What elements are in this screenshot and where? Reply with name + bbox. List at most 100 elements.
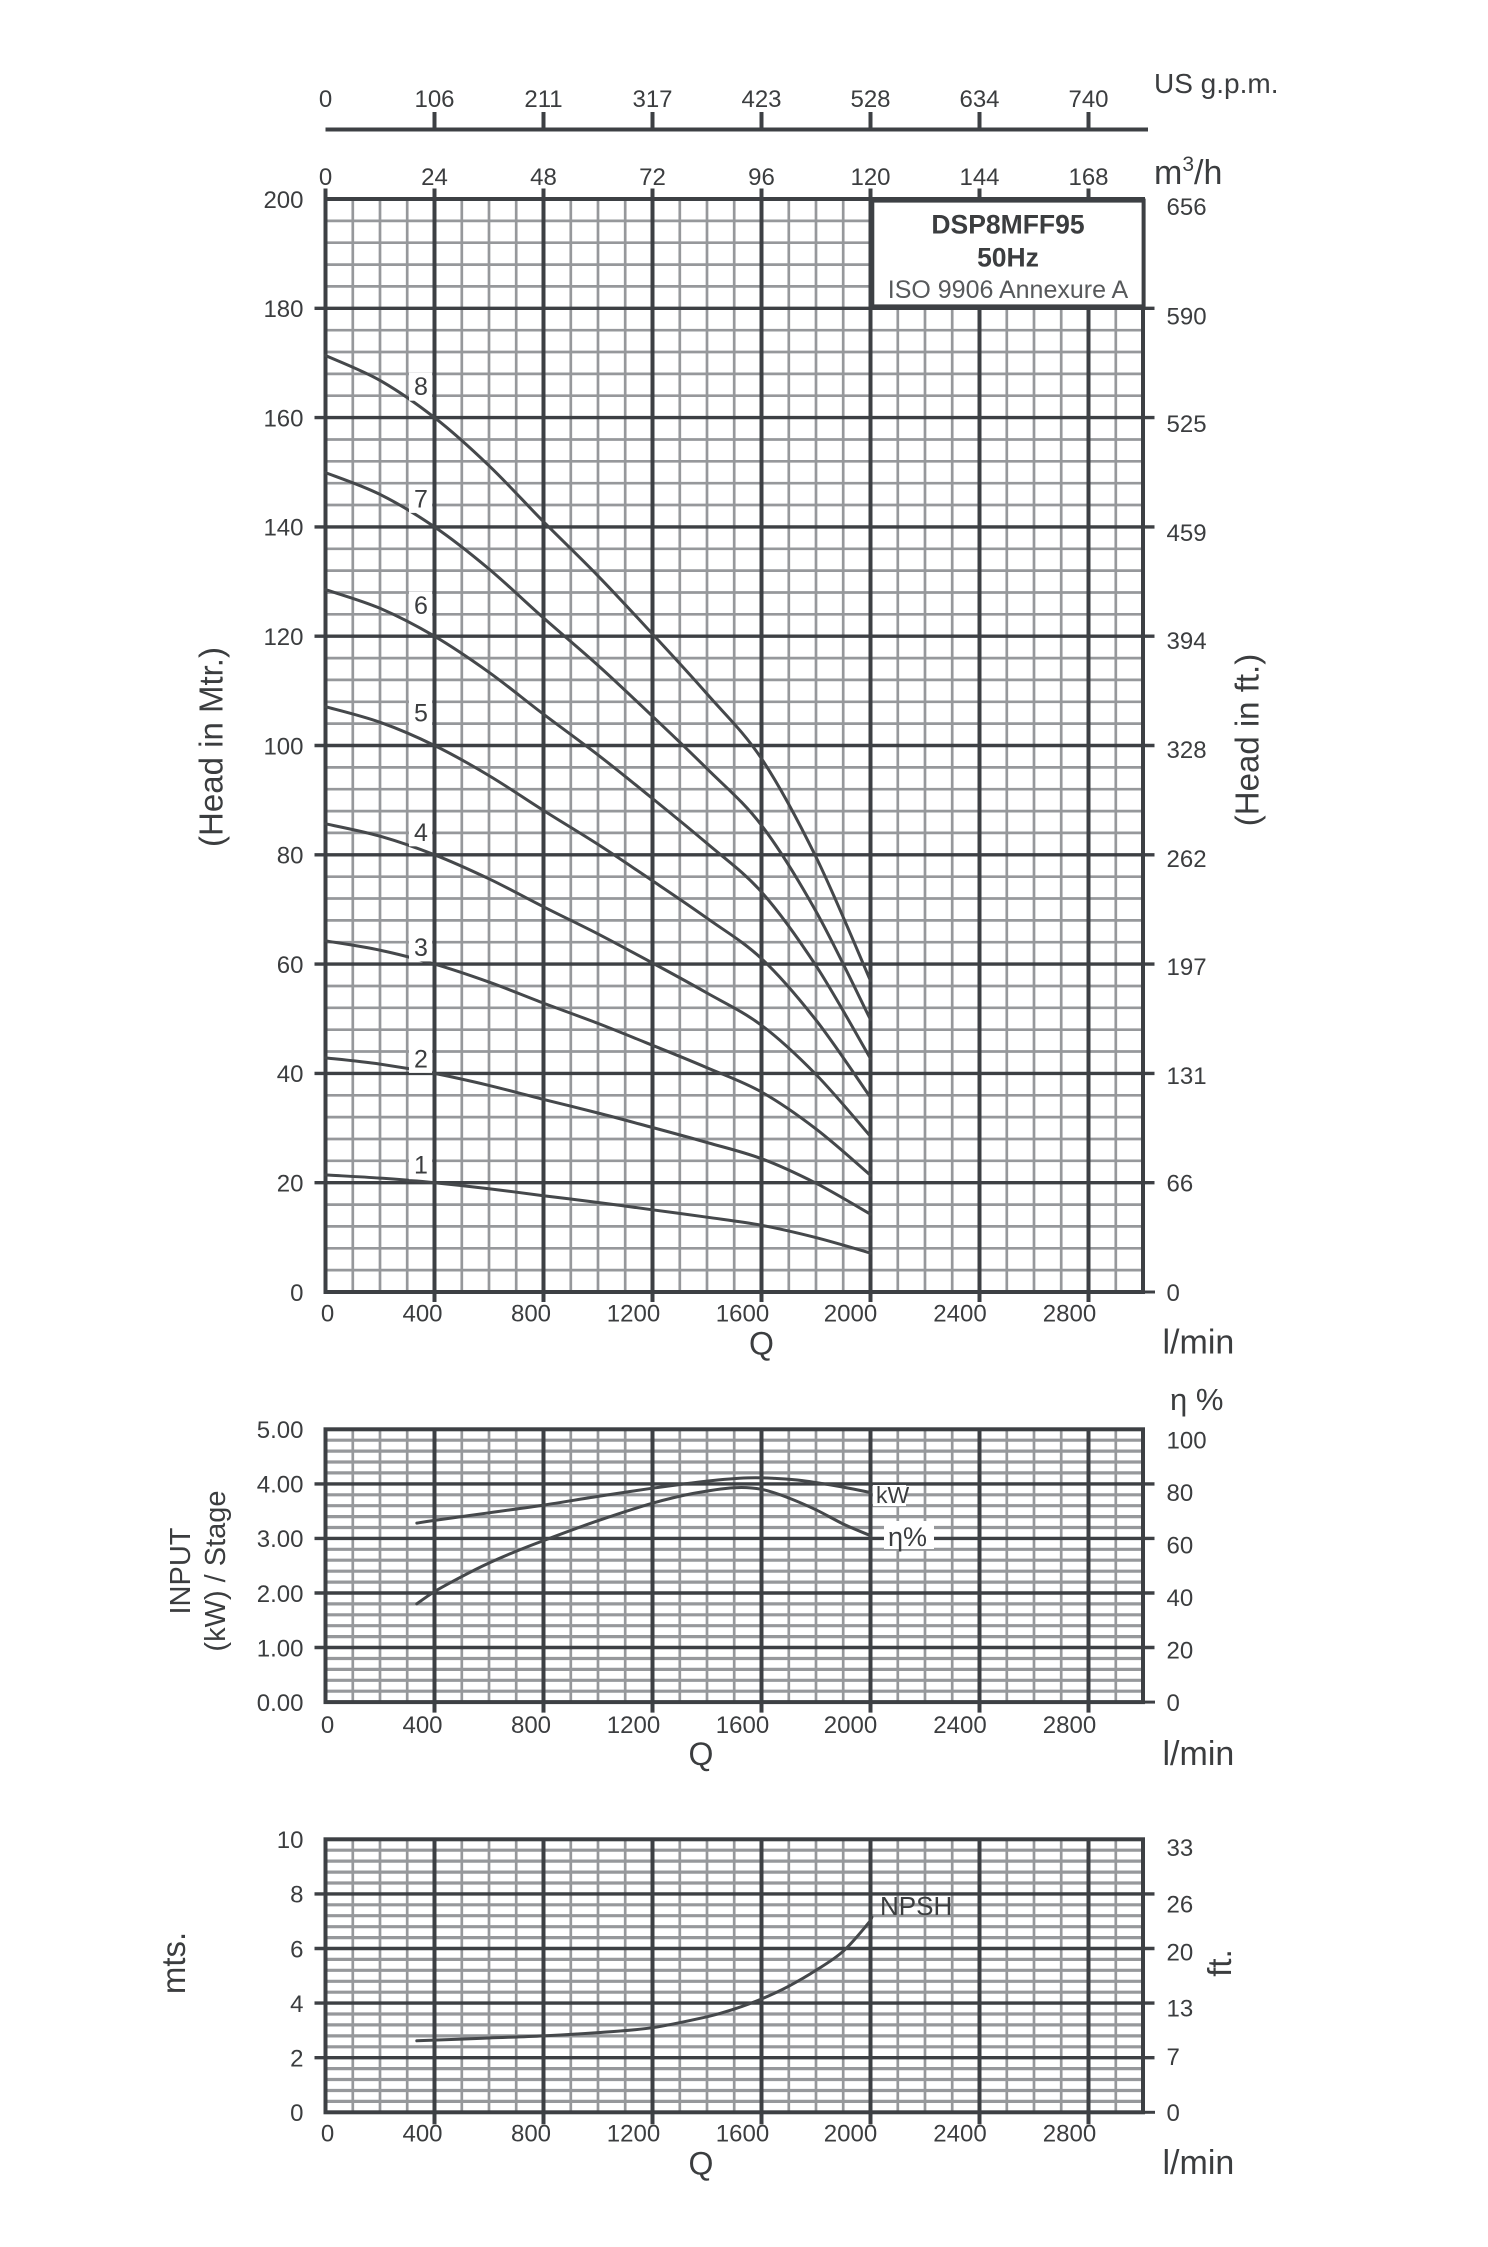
svg-text:3.00: 3.00 bbox=[257, 1526, 304, 1553]
svg-text:423: 423 bbox=[741, 86, 781, 113]
svg-text:140: 140 bbox=[263, 515, 303, 542]
svg-text:US g.p.m.: US g.p.m. bbox=[1154, 68, 1278, 99]
svg-text:2.00: 2.00 bbox=[257, 1581, 304, 1608]
svg-text:1600: 1600 bbox=[716, 1301, 769, 1328]
svg-text:2: 2 bbox=[414, 1045, 428, 1073]
svg-text:96: 96 bbox=[748, 164, 775, 191]
svg-text:(Head in ft.): (Head in ft.) bbox=[1229, 654, 1266, 826]
svg-text:l/min: l/min bbox=[1163, 1735, 1235, 1773]
svg-text:Q: Q bbox=[749, 1326, 774, 1362]
svg-text:80: 80 bbox=[1167, 1480, 1194, 1507]
svg-text:262: 262 bbox=[1167, 846, 1207, 873]
svg-text:60: 60 bbox=[277, 952, 304, 979]
svg-text:Q: Q bbox=[689, 1736, 714, 1772]
svg-text:mts.: mts. bbox=[155, 1932, 192, 1994]
svg-text:20: 20 bbox=[1167, 1940, 1194, 1967]
svg-text:(Head in Mtr.): (Head in Mtr.) bbox=[193, 647, 230, 847]
svg-text:800: 800 bbox=[511, 1301, 551, 1328]
svg-text:168: 168 bbox=[1068, 164, 1108, 191]
svg-text:m3/h: m3/h bbox=[1154, 153, 1222, 192]
svg-text:0: 0 bbox=[290, 1280, 303, 1307]
svg-text:590: 590 bbox=[1167, 304, 1207, 331]
svg-text:1600: 1600 bbox=[716, 2121, 769, 2148]
svg-text:2: 2 bbox=[290, 2046, 303, 2073]
svg-text:ft.: ft. bbox=[1201, 1949, 1238, 1977]
svg-text:120: 120 bbox=[850, 164, 890, 191]
svg-text:160: 160 bbox=[263, 405, 303, 432]
svg-text:0: 0 bbox=[1167, 1690, 1180, 1717]
svg-text:0: 0 bbox=[1167, 2100, 1180, 2127]
svg-text:5.00: 5.00 bbox=[257, 1417, 304, 1444]
svg-text:40: 40 bbox=[277, 1061, 304, 1088]
svg-text:4.00: 4.00 bbox=[257, 1472, 304, 1499]
svg-text:0.00: 0.00 bbox=[257, 1690, 304, 1717]
svg-text:180: 180 bbox=[263, 296, 303, 323]
svg-text:2000: 2000 bbox=[824, 2121, 877, 2148]
svg-text:6: 6 bbox=[290, 1936, 303, 1963]
svg-text:394: 394 bbox=[1167, 628, 1207, 655]
svg-text:Q: Q bbox=[689, 2146, 714, 2182]
svg-text:6: 6 bbox=[414, 592, 428, 620]
svg-text:η %: η % bbox=[1170, 1382, 1223, 1417]
svg-text:l/min: l/min bbox=[1163, 2144, 1235, 2182]
svg-text:0: 0 bbox=[321, 1712, 334, 1739]
svg-text:26: 26 bbox=[1167, 1891, 1194, 1918]
svg-text:2800: 2800 bbox=[1043, 1301, 1096, 1328]
svg-text:0: 0 bbox=[321, 2121, 334, 2148]
svg-text:528: 528 bbox=[850, 86, 890, 113]
svg-text:50Hz: 50Hz bbox=[977, 243, 1039, 273]
svg-text:7: 7 bbox=[414, 485, 428, 513]
svg-text:2400: 2400 bbox=[933, 1712, 986, 1739]
svg-text:1200: 1200 bbox=[607, 2121, 660, 2148]
svg-text:400: 400 bbox=[402, 1301, 442, 1328]
svg-text:400: 400 bbox=[402, 1712, 442, 1739]
svg-text:2000: 2000 bbox=[824, 1712, 877, 1739]
svg-text:317: 317 bbox=[632, 86, 672, 113]
svg-text:2800: 2800 bbox=[1043, 1712, 1096, 1739]
svg-text:(kW) / Stage: (kW) / Stage bbox=[200, 1490, 232, 1651]
svg-text:4: 4 bbox=[414, 819, 428, 847]
svg-text:INPUT: INPUT bbox=[165, 1527, 197, 1614]
svg-text:800: 800 bbox=[511, 2121, 551, 2148]
svg-text:1.00: 1.00 bbox=[257, 1635, 304, 1662]
svg-text:60: 60 bbox=[1167, 1533, 1194, 1560]
svg-text:0: 0 bbox=[1167, 1280, 1180, 1307]
svg-text:211: 211 bbox=[524, 86, 562, 113]
svg-text:13: 13 bbox=[1167, 1996, 1194, 2023]
svg-text:DSP8MFF95: DSP8MFF95 bbox=[931, 210, 1084, 240]
svg-text:525: 525 bbox=[1167, 411, 1207, 438]
svg-text:1200: 1200 bbox=[607, 1712, 660, 1739]
svg-text:72: 72 bbox=[639, 164, 666, 191]
svg-text:kW: kW bbox=[876, 1482, 910, 1508]
svg-text:400: 400 bbox=[402, 2121, 442, 2148]
svg-text:656: 656 bbox=[1167, 194, 1207, 221]
svg-text:ISO 9906 Annexure A: ISO 9906 Annexure A bbox=[888, 276, 1129, 304]
svg-text:40: 40 bbox=[1167, 1585, 1194, 1612]
svg-text:3: 3 bbox=[414, 934, 428, 962]
svg-text:66: 66 bbox=[1167, 1171, 1194, 1198]
svg-text:0: 0 bbox=[321, 1301, 334, 1328]
svg-text:1200: 1200 bbox=[607, 1301, 660, 1328]
svg-text:20: 20 bbox=[277, 1171, 304, 1198]
svg-text:2400: 2400 bbox=[933, 2121, 986, 2148]
svg-text:100: 100 bbox=[263, 733, 303, 760]
svg-text:328: 328 bbox=[1167, 737, 1207, 764]
svg-text:5: 5 bbox=[414, 700, 428, 728]
svg-text:80: 80 bbox=[277, 843, 304, 870]
svg-text:0: 0 bbox=[319, 86, 332, 113]
svg-text:100: 100 bbox=[1167, 1428, 1207, 1455]
svg-text:144: 144 bbox=[959, 164, 999, 191]
svg-text:200: 200 bbox=[263, 187, 303, 214]
svg-text:0: 0 bbox=[290, 2100, 303, 2127]
svg-text:2000: 2000 bbox=[824, 1301, 877, 1328]
svg-text:197: 197 bbox=[1167, 954, 1207, 981]
svg-text:8: 8 bbox=[290, 1882, 303, 1909]
svg-text:106: 106 bbox=[414, 86, 454, 113]
svg-text:η%: η% bbox=[888, 1522, 927, 1552]
svg-text:33: 33 bbox=[1167, 1835, 1194, 1862]
svg-text:8: 8 bbox=[414, 373, 428, 401]
svg-text:l/min: l/min bbox=[1163, 1324, 1235, 1362]
svg-text:2800: 2800 bbox=[1043, 2121, 1096, 2148]
svg-text:131: 131 bbox=[1167, 1063, 1207, 1090]
svg-text:4: 4 bbox=[290, 1991, 303, 2018]
